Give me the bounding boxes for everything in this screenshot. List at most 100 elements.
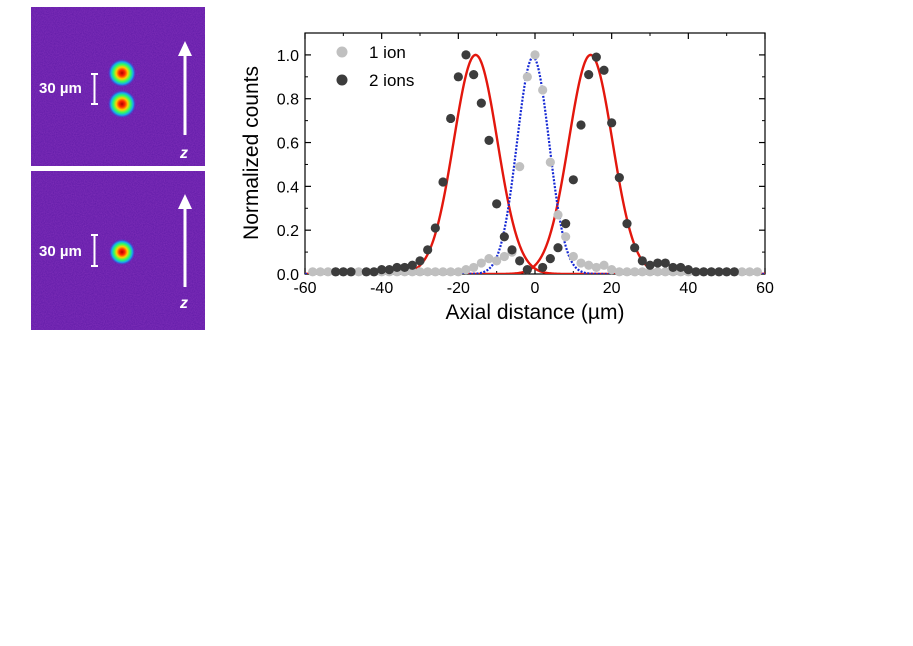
two-ion-point [369,267,379,277]
two-ion-point [338,267,348,277]
one-ion-point [645,267,655,277]
one-ion-point [446,267,456,277]
scale-bar [91,234,98,267]
legend-marker [336,46,348,58]
x-tick-label: -40 [370,280,393,297]
x-axis-label: Axial distance (µm) [446,301,625,324]
x-tick-label: -20 [447,280,470,297]
one-ion-point [660,267,670,277]
two-ion-point [645,260,655,270]
two-ion-point [461,50,471,60]
one-ion-point [752,267,762,277]
one-ion-point [568,251,578,262]
one-ion-point [607,265,617,275]
two-ion-point [538,262,548,273]
one-ion-point [622,267,632,277]
one-ion-point [530,50,540,60]
two-ion-point [576,120,586,130]
two-ion-point [515,256,525,266]
two-ion-point [507,245,517,255]
two-ion-point [599,65,609,75]
two-ion-point [384,265,394,275]
ion-image-panels: 30 µm z 30 µm z [31,7,205,330]
x-tick-label: 40 [679,280,697,297]
one-ion-point [415,267,425,277]
two-ion-point [714,267,724,277]
two-ion-point [545,254,555,264]
one-ion-point [308,267,318,277]
two-ion-point [660,258,670,268]
two-ion-point [377,265,387,275]
one-ion-point [745,267,755,277]
two-ion-point [683,265,693,275]
y-tick-label: 0.4 [277,179,299,196]
two-ion-point [706,267,716,277]
one-ion-point [323,267,333,277]
two-ion-point [691,267,701,277]
one-ion-point [438,267,448,277]
legend-label: 2 ions [369,71,414,90]
two-ion-point [423,245,433,255]
two-ion-point [469,70,479,80]
one-ion-point [453,267,463,277]
one-ion-point [561,232,571,242]
one-ion-point [538,85,548,95]
two-ion-point [607,118,617,128]
two-ion-point [522,265,532,275]
x-tick-label: -60 [293,280,316,297]
two-ion-point [392,262,402,273]
two-ion-point [492,199,502,209]
two-ion-point [400,262,410,273]
legend: 1 ion 2 ions [336,43,414,90]
one-ion-point [637,267,647,277]
one-ion-point [484,254,494,264]
two-ion-point [415,256,425,266]
one-ion-point [553,210,563,220]
two-ion-point [430,223,440,233]
one-ion-point [354,267,364,277]
two-ion-point [346,267,356,277]
two-ion-point [622,219,632,229]
legend-marker [336,74,348,86]
two-ion-point [446,113,456,124]
two-ion-point [438,177,448,187]
two-ion-point [676,262,686,273]
z-axis-arrow-head [178,194,192,209]
two-ion-point [729,267,739,277]
x-tick-label: 20 [603,280,621,297]
one-ion-point [630,267,640,277]
one-ion-point [737,267,747,277]
ion-spots [109,239,135,265]
y-tick-label: 1.0 [277,48,299,65]
z-axis-label: z [179,145,188,162]
two-ion-point [699,267,709,277]
image-panel-two-ions: 30 µm z [31,7,205,166]
ion-spots [108,59,136,118]
scale-bar [91,73,98,105]
one-ion-point [499,251,509,262]
two-ion-point [361,267,371,277]
two-ion-point [407,260,417,270]
two-ion-point [584,70,594,80]
y-tick-label: 0.8 [277,92,299,109]
one-ion-point [315,267,325,277]
x-axis-ticks: -60 -40 -20 0 20 40 60 [293,33,774,297]
two-ion-point [499,232,509,242]
plot-frame [304,32,766,275]
one-ion-point [430,267,440,277]
one-ion-point [591,262,601,273]
two-ion-point [484,135,494,145]
one-ion-point [492,256,502,266]
y-tick-label: 0.6 [277,136,299,153]
one-ion-point [599,260,609,270]
one-ion-point [476,258,486,268]
one-ion-point [614,267,624,277]
two-ion-point [561,219,571,229]
two-ion-point [553,243,563,253]
one-ion-point [545,157,555,167]
one-ion-point [469,262,479,273]
one-ion-point [576,258,586,268]
panel-noise-texture [31,7,205,166]
scale-bar-label: 30 µm [39,80,82,97]
two-ion-point [668,262,678,273]
